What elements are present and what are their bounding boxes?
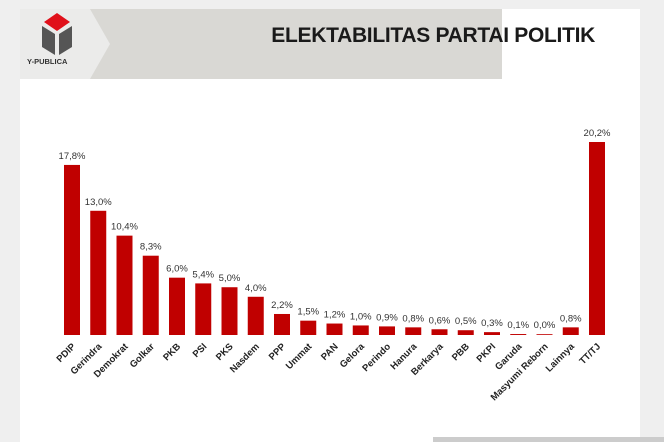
data-label: 1,5% (297, 307, 319, 318)
category-label: Ummat (284, 341, 315, 372)
data-label: 1,2% (324, 310, 346, 321)
bar-berkarya (431, 329, 448, 335)
bar-pks (221, 287, 238, 335)
y-publica-logo (42, 13, 72, 55)
bar-pkpi (484, 332, 500, 335)
bar-gerindra (90, 210, 107, 335)
data-label: 0,3% (481, 318, 503, 329)
data-label: 0,0% (534, 320, 556, 331)
data-label: 13,0% (85, 197, 112, 208)
bar-golkar (142, 255, 159, 335)
data-label: 8,3% (140, 242, 162, 253)
page-title: ELEKTABILITAS PARTAI POLITIK (271, 24, 595, 47)
data-label: 0,1% (507, 320, 529, 331)
data-label: 5,4% (192, 269, 214, 280)
category-label: PKPI (475, 341, 498, 364)
bar-perindo (379, 326, 395, 335)
data-label: 2,2% (271, 300, 293, 311)
data-label: 0,8% (402, 313, 424, 324)
slide (20, 9, 640, 442)
data-label: 1,0% (350, 311, 372, 322)
bar-gelora (352, 325, 369, 335)
category-label: PDIP (55, 341, 79, 365)
bar-pan (326, 323, 343, 335)
category-label: Nasdem (228, 341, 262, 375)
bar-pbb (457, 330, 474, 335)
category-label: PKB (161, 341, 183, 363)
data-label: 0,9% (376, 312, 398, 323)
data-label: 5,0% (219, 273, 241, 284)
category-label: Lainnya (544, 341, 578, 375)
category-label: PPP (267, 341, 289, 363)
bar-garuda (510, 334, 527, 335)
data-label: 6,0% (166, 264, 188, 275)
category-label: TT/TJ (577, 341, 603, 367)
bar-pdip (64, 164, 80, 335)
bar-pkb (169, 277, 185, 335)
data-label: 0,5% (455, 316, 477, 327)
category-label: PBB (450, 341, 472, 363)
bar-psi (195, 283, 212, 335)
data-label: 0,8% (560, 313, 582, 324)
bar-lainnya (562, 327, 579, 335)
data-label: 10,4% (111, 222, 138, 233)
data-label: 17,8% (59, 151, 86, 162)
category-label: Perindo (360, 341, 393, 374)
logo-text: Y-PUBLICA (27, 57, 68, 66)
data-label: 4,0% (245, 283, 267, 294)
category-label: Golkar (128, 341, 157, 370)
bar-hanura (405, 327, 422, 335)
bar-demokrat (116, 235, 133, 335)
data-label: 0,6% (429, 315, 451, 326)
category-label: PAN (319, 341, 341, 363)
bar-nasdem (247, 296, 264, 335)
bar-masyumi-reborn (536, 334, 553, 335)
data-label: 20,2% (584, 128, 611, 139)
bar-ummat (300, 320, 317, 335)
bottom-bar (433, 437, 664, 442)
bar-ppp (274, 313, 290, 335)
category-label: PKS (214, 341, 236, 363)
bar-tt-tj (589, 142, 605, 335)
category-label: PSI (191, 341, 210, 360)
